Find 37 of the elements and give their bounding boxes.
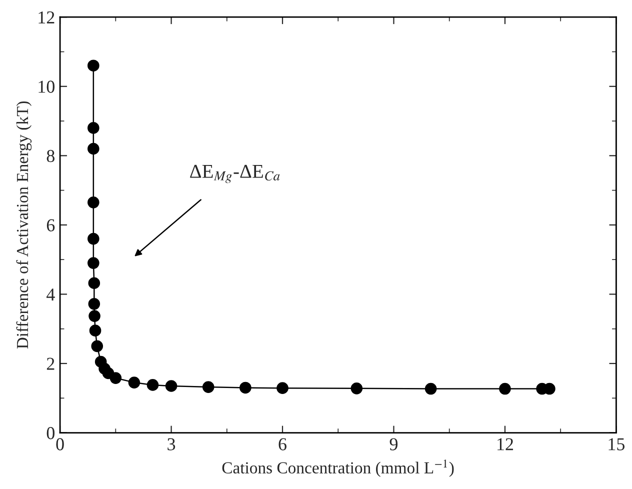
point <box>424 382 437 395</box>
point <box>146 379 159 391</box>
point <box>128 376 140 388</box>
x-tick-label: 15 <box>608 438 625 450</box>
point <box>88 277 100 290</box>
x-tick-label: 3 <box>168 438 176 450</box>
x-tick-label: 9 <box>390 438 398 450</box>
point <box>240 382 252 394</box>
x-tick-label: 12 <box>498 438 513 450</box>
point <box>110 372 122 384</box>
point <box>91 340 104 352</box>
point <box>88 257 100 269</box>
point <box>276 382 288 394</box>
y-tick-label: 6 <box>46 219 55 232</box>
y-tick-label: 12 <box>38 11 54 24</box>
point <box>88 232 100 245</box>
point <box>88 310 100 322</box>
point <box>88 196 100 208</box>
point <box>350 382 363 394</box>
point <box>88 142 100 155</box>
point <box>88 122 100 134</box>
annotation: ΔE$_{Mg}$-ΔE$_{Ca}$ <box>190 164 280 184</box>
y-tick-label: 8 <box>46 150 54 162</box>
y-axis-title: Difference of Activation Energy (kT) <box>16 101 32 349</box>
point <box>165 380 178 392</box>
x-axis-title: Cations Concentration (mmol L$^{−1}$) <box>222 460 454 477</box>
y-tick-label: 2 <box>46 358 54 370</box>
point <box>88 298 100 310</box>
point <box>202 381 214 393</box>
y-tick-label: 10 <box>38 80 54 93</box>
y-tick-label: 0 <box>46 427 54 440</box>
point <box>499 382 511 395</box>
point <box>89 324 102 336</box>
point <box>88 60 100 72</box>
x-tick-label: 6 <box>278 438 286 450</box>
x-tick-label: 0 <box>56 438 64 450</box>
y-tick-label: 4 <box>46 288 55 300</box>
